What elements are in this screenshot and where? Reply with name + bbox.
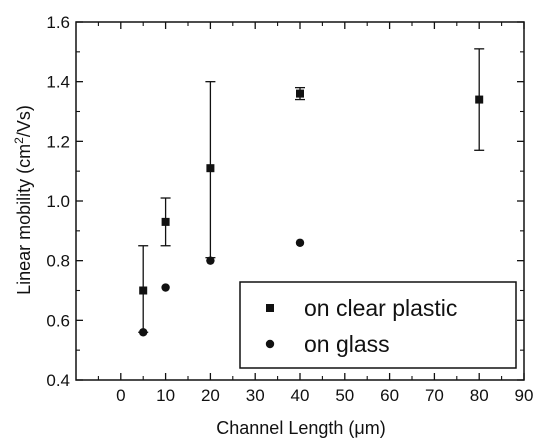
legend: on clear plastic on glass [239, 281, 517, 369]
x-tick-label: 60 [380, 386, 399, 405]
y-tick-label: 1.4 [46, 73, 70, 92]
x-tick-label: 20 [201, 386, 220, 405]
data-point-circle [161, 283, 170, 292]
y-tick-label: 0.8 [46, 252, 70, 271]
data-marks [138, 48, 485, 337]
data-point-circle [295, 238, 305, 247]
x-tick-label: 70 [425, 386, 444, 405]
legend-label: on clear plastic [304, 295, 457, 321]
legend-marker-circle [265, 339, 275, 349]
tick-labels: 0 10 20 30 40 50 60 70 80 90 0.4 0.6 0.8 1.0 1.2 1.4 1.6 [46, 13, 533, 405]
data-point-square [206, 164, 215, 173]
y-axis-title: Linear mobility (cm2/Vs) [12, 105, 34, 295]
x-axis-title: Channel Length (μm) [216, 418, 385, 438]
data-point-square [161, 217, 170, 226]
x-tick-label: 30 [246, 386, 265, 405]
legend-box [239, 281, 517, 369]
y-axis-title-tail: /Vs) [14, 105, 34, 137]
legend-marker-square [266, 304, 274, 312]
data-point-circle [139, 328, 148, 337]
y-tick-label: 1.2 [46, 132, 70, 151]
y-axis-title-main: Linear mobility (cm [14, 144, 34, 295]
x-tick-label: 90 [515, 386, 534, 405]
ticks [76, 21, 525, 381]
data-point-square [139, 286, 148, 295]
y-tick-label: 0.6 [46, 311, 70, 330]
x-tick-label: 80 [470, 386, 489, 405]
data-point-circle [206, 256, 215, 265]
data-point-square [296, 89, 304, 98]
y-tick-label: 1.0 [46, 192, 70, 211]
x-tick-label: 0 [116, 386, 125, 405]
x-tick-label: 50 [335, 386, 354, 405]
y-tick-label: 0.4 [46, 371, 70, 390]
series-0 [138, 48, 485, 333]
x-tick-label: 40 [291, 386, 310, 405]
y-tick-label: 1.6 [46, 13, 70, 32]
data-point-square [475, 95, 484, 104]
series-1 [139, 238, 305, 337]
x-tick-label: 10 [156, 386, 175, 405]
legend-label: on glass [304, 331, 390, 357]
y-axis-title-sup: 2 [12, 137, 26, 144]
